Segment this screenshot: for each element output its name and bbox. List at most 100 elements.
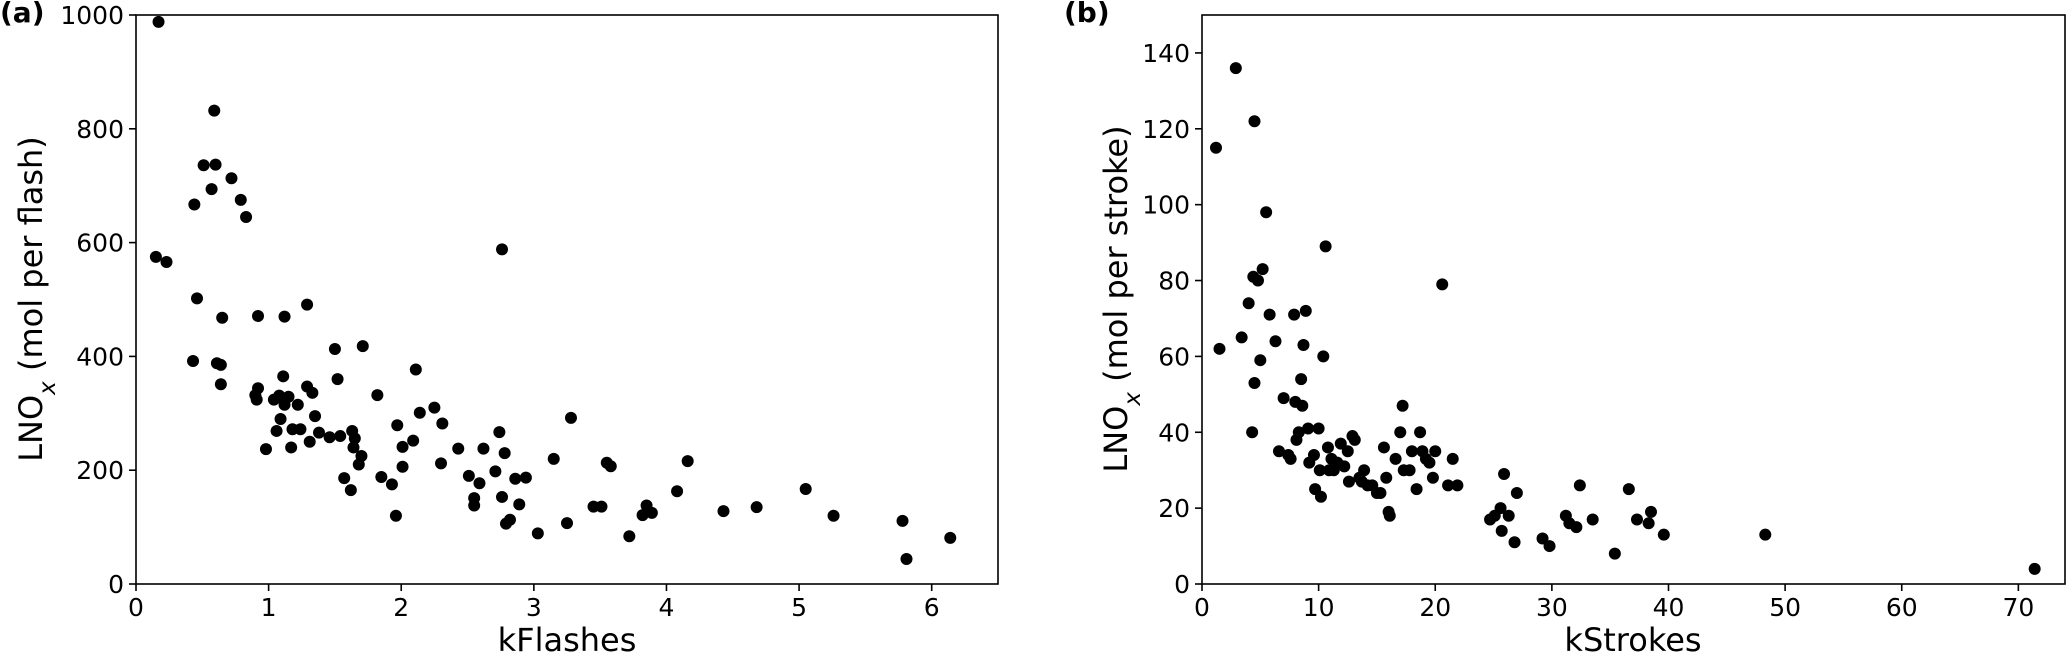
panel-b-x-tick-label: 10 <box>1303 593 1335 622</box>
panel-a-data-point <box>303 435 316 448</box>
panel-b-y-label-unit: (mol per stroke) <box>1097 125 1135 381</box>
panel-b-data-point <box>1543 540 1556 553</box>
panel-a-data-point <box>252 382 265 395</box>
panel-b-data-point <box>1396 399 1409 412</box>
panel-b-data-point <box>1284 452 1297 465</box>
panel-a-data-point <box>259 443 272 456</box>
panel-b-x-tick-label: 40 <box>1653 593 1685 622</box>
panel-b-y-tick-label: 120 <box>1142 115 1190 144</box>
panel-a-data-point <box>636 509 649 522</box>
panel-a-data-point <box>240 210 253 223</box>
panel-a-data-point <box>473 477 486 490</box>
panel-b-data-point <box>1348 433 1361 446</box>
panel-b-data-point <box>1213 342 1226 355</box>
panel-b-data-point <box>1573 479 1586 492</box>
panel-a-y-ticks: 0 200 400 600 800 1000 <box>60 1 136 599</box>
panel-b-y-axis-label: LNOx (mol per stroke) <box>1097 125 1146 472</box>
panel-a: (a) 0 1 2 3 4 5 6 0 200 400 600 800 1000 kFlashes L… <box>0 0 999 656</box>
panel-a-data-point <box>531 527 544 540</box>
panel-b-data-point <box>1358 464 1371 477</box>
panel-b-data-point <box>1374 486 1387 499</box>
panel-a-data-point <box>681 455 694 468</box>
panel-b-y-label-subscript: x <box>1120 392 1146 407</box>
panel-a-data-point <box>216 311 229 324</box>
panel-a-data-point <box>149 250 162 263</box>
panel-a-data-point <box>503 513 516 526</box>
panel-a-data-point <box>396 440 409 453</box>
panel-a-data-point <box>896 514 909 527</box>
panel-b-data-point <box>1414 426 1427 439</box>
panel-b-data-point <box>1380 471 1393 484</box>
panel-b-data-point <box>1442 479 1455 492</box>
panel-a-data-point <box>338 472 351 485</box>
panel-a-data-point <box>547 452 560 465</box>
panel-b-data-point <box>1242 297 1255 310</box>
panel-b-data-point <box>1251 274 1264 287</box>
panel-b-y-tick-label: 40 <box>1158 418 1190 447</box>
panel-a-data-point <box>282 390 295 403</box>
panel-a-data-point <box>301 298 314 311</box>
panel-b-data-point <box>1436 278 1449 291</box>
panel-a-data-point <box>375 471 388 484</box>
panel-a-data-point <box>270 424 283 437</box>
panel-a-data-point <box>671 485 684 498</box>
panel-b-data-point <box>1403 464 1416 477</box>
panel-a-data-point <box>355 449 368 462</box>
panel-b-x-axis-label: kStrokes <box>1564 621 1701 656</box>
panel-b-y-tick-label: 140 <box>1142 39 1190 68</box>
panel-b-y-tick-label: 20 <box>1158 494 1190 523</box>
panel-a-data-point <box>462 469 475 482</box>
panel-b-data-point <box>1302 422 1315 435</box>
panel-a-data-point <box>309 410 322 423</box>
panel-b-data-point <box>1423 456 1436 469</box>
panel-a-x-tick-label: 0 <box>128 593 144 622</box>
panel-b-data-point <box>1341 445 1354 458</box>
panel-a-data-point <box>396 460 409 473</box>
panel-b-data-point <box>1446 452 1459 465</box>
panel-b-data-point <box>1312 422 1325 435</box>
panel-b-data-point <box>1229 62 1242 75</box>
panel-a-y-label-subscript: x <box>35 381 61 396</box>
panel-a-data-point <box>344 484 357 497</box>
panel-b-data-point <box>1314 490 1327 503</box>
panel-a-data-point <box>371 389 384 402</box>
panel-a-data-point <box>208 104 221 117</box>
panel-a-data-point <box>519 471 532 484</box>
panel-a-data-point <box>306 386 319 399</box>
panel-b-data-point <box>1495 524 1508 537</box>
panel-a-data-point <box>409 363 422 376</box>
panel-a-data-point <box>252 310 265 323</box>
panel-b-data-point <box>1502 509 1515 522</box>
panel-a-data-point <box>389 509 402 522</box>
panel-a-data-point <box>489 465 502 478</box>
panel-b-data-point <box>1389 452 1402 465</box>
panel-a-data-point <box>391 419 404 432</box>
panel-a-x-tick-label: 2 <box>393 593 409 622</box>
panel-a-data-point <box>197 159 210 172</box>
panel-b-data-point <box>1405 445 1418 458</box>
panel-b-data-point <box>1295 373 1308 386</box>
panel-b-data-point <box>1759 528 1772 541</box>
panel-a-data-point <box>623 530 636 543</box>
panel-b-x-tick-label: 70 <box>2002 593 2034 622</box>
panel-b-data-point <box>1657 528 1670 541</box>
panel-b-data-point <box>1394 426 1407 439</box>
panel-a-data-point <box>413 406 426 419</box>
panel-b-data-point <box>1313 464 1326 477</box>
panel-a-data-point <box>273 389 286 402</box>
panel-b-data-point <box>1426 471 1439 484</box>
panel-a-data-point <box>407 434 420 447</box>
panel-b-y-label-space <box>1097 382 1135 392</box>
panel-a-points <box>149 15 957 565</box>
panel-b-data-point <box>1288 308 1301 321</box>
panel-a-y-label-main: LNO <box>12 395 50 462</box>
panel-b-data-point <box>1292 426 1305 439</box>
panel-b-data-point <box>1498 467 1511 480</box>
panel-a-data-point <box>225 172 238 185</box>
panel-b-y-label-main: LNO <box>1097 406 1135 473</box>
panel-a-data-point <box>496 243 509 256</box>
panel-a-data-point <box>331 373 344 386</box>
panel-b-data-point <box>1296 399 1309 412</box>
panel-b-points <box>1209 62 2041 575</box>
